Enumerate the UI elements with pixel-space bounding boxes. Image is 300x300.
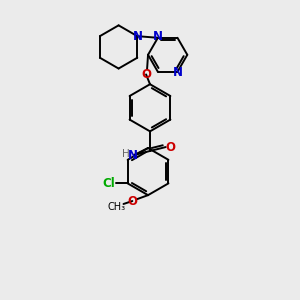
Text: Cl: Cl <box>103 177 116 190</box>
Text: H: H <box>122 149 129 159</box>
Text: CH₃: CH₃ <box>108 202 126 212</box>
Text: N: N <box>133 30 143 43</box>
Text: O: O <box>127 194 137 208</box>
Text: N: N <box>172 66 182 79</box>
Text: O: O <box>166 141 176 154</box>
Text: N: N <box>128 149 138 162</box>
Text: N: N <box>153 30 163 43</box>
Text: O: O <box>141 68 151 81</box>
